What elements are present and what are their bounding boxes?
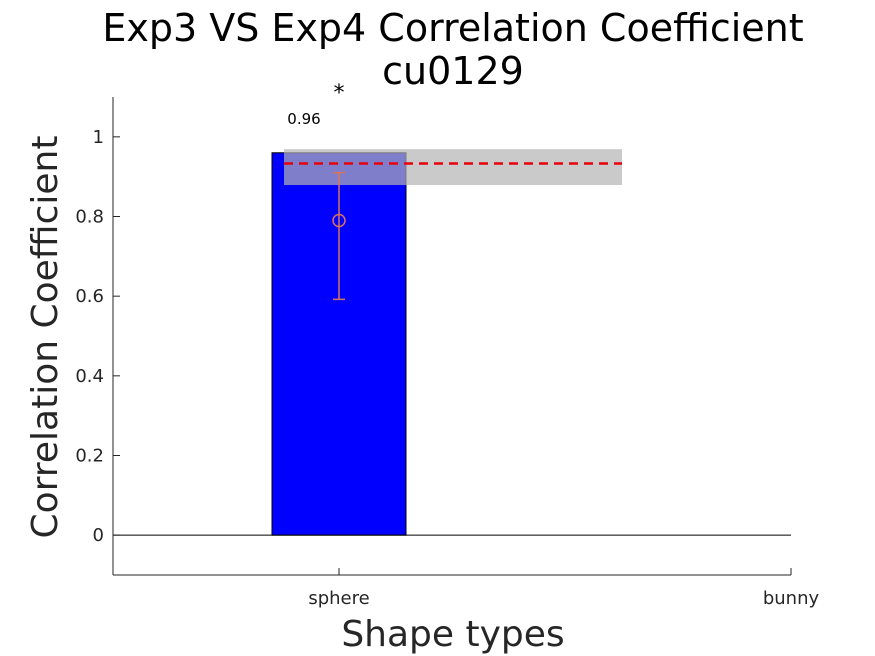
y-tick-label: 0.4 <box>75 366 104 387</box>
bar-value-label-sphere: 0.96 <box>287 110 320 128</box>
significance-marker: * <box>334 81 345 106</box>
x-tick-label-sphere: sphere <box>308 588 369 609</box>
point-estimate-marker <box>332 213 346 228</box>
plot-area: 0.96 * 0 0.2 0.4 0.6 0.8 1 sphere bunny <box>75 81 819 609</box>
chart-title: Exp3 VS Exp4 Correlation Coefficient <box>102 6 803 50</box>
y-tick-label: 0 <box>93 525 104 546</box>
y-axis-label: Correlation Coefficient <box>25 136 66 539</box>
chart-subtitle: cu0129 <box>382 49 524 93</box>
reference-band <box>284 149 622 186</box>
y-tick-label: 1 <box>93 127 104 148</box>
y-tick-label: 0.2 <box>75 446 104 467</box>
y-tick-label: 0.8 <box>75 207 104 228</box>
y-tick-label: 0.6 <box>75 286 104 307</box>
x-axis-label: Shape types <box>341 614 564 655</box>
x-tick-label-bunny: bunny <box>763 588 820 609</box>
